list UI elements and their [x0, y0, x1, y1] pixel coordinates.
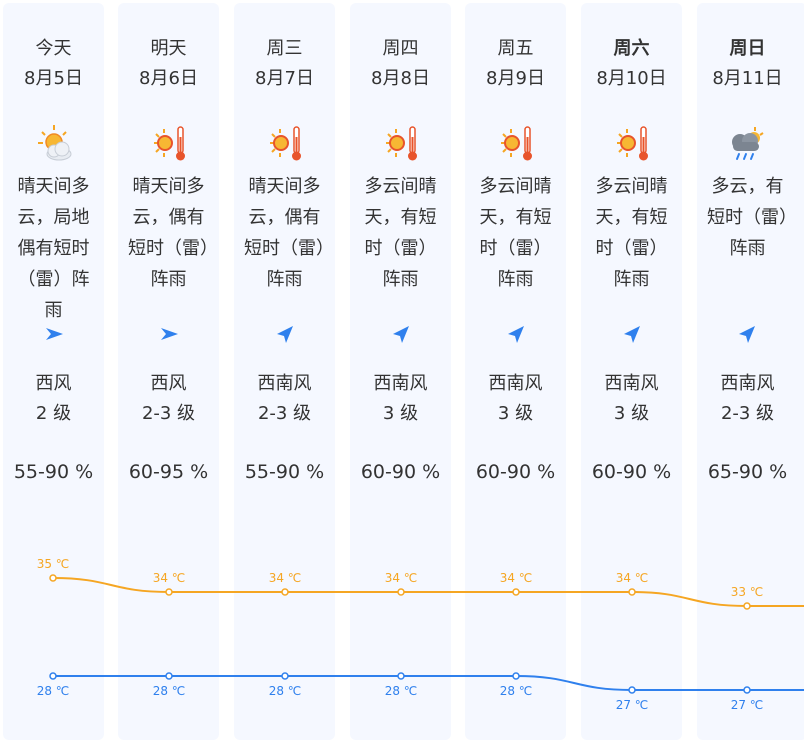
- humidity: 65-90 %: [707, 461, 788, 483]
- wind-direction: 西南风: [720, 373, 775, 394]
- date-label: 8月11日: [712, 68, 783, 89]
- wind-arrow-northeast-icon: [739, 326, 755, 343]
- sun-hot-icon: [385, 126, 417, 161]
- day-label: 周五: [497, 38, 534, 59]
- humidity: 60-90 %: [591, 461, 672, 483]
- date-label: 8月7日: [255, 68, 314, 89]
- weather-description: 晴天间多云，偶有短时（雷）阵雨: [244, 176, 325, 290]
- weather-description: 多云间晴天，有短时（雷）阵雨: [595, 176, 668, 290]
- date-label: 8月10日: [596, 68, 667, 89]
- sun-hot-icon: [616, 126, 648, 161]
- sun-hot-icon: [153, 126, 185, 161]
- day-column: 今天 8月5日 晴天间多云，局地偶有短时（雷）阵雨 西风 2 级 55-90 %: [3, 3, 104, 740]
- wind-level: 3 级: [382, 403, 419, 424]
- humidity: 60-90 %: [475, 461, 556, 483]
- day-label: 周四: [382, 38, 419, 59]
- wind-arrow-northeast-icon: [276, 326, 293, 343]
- date-label: 8月5日: [24, 68, 83, 89]
- cloud-rain-icon: [732, 127, 764, 160]
- wind-direction: 西南风: [373, 373, 428, 394]
- sun-cloud-icon: [37, 125, 71, 161]
- wind-direction: 西南风: [257, 373, 312, 394]
- wind-direction: 西风: [35, 373, 72, 394]
- humidity: 60-90 %: [360, 461, 441, 483]
- wind-level: 2-3 级: [141, 403, 196, 424]
- day-column: 周五 8月9日 多云间晴天，有短时（雷）阵雨 西南风 3 级 60-90 %: [465, 3, 566, 740]
- day-label: 周日: [729, 38, 766, 59]
- wind-arrow-northeast-icon: [392, 326, 409, 343]
- weather-description: 多云间晴天，有短时（雷）阵雨: [364, 176, 437, 290]
- day-column: 周三 8月7日 晴天间多云，偶有短时（雷）阵雨 西南风 2-3 级 55-90 …: [234, 3, 335, 740]
- wind-level: 2-3 级: [720, 403, 775, 424]
- day-column: 周六 8月10日 多云间晴天，有短时（雷）阵雨 西南风 3 级 60-90 %: [581, 3, 682, 740]
- wind-direction: 西南风: [488, 373, 543, 394]
- day-label: 周六: [613, 38, 650, 59]
- weather-description: 多云，有短时（雷）阵雨: [707, 176, 788, 259]
- wind-arrow-east-icon: [160, 328, 178, 340]
- wind-direction: 西风: [150, 373, 187, 394]
- wind-arrow-northeast-icon: [623, 326, 640, 343]
- day-column: 周四 8月8日 多云间晴天，有短时（雷）阵雨 西南风 3 级 60-90 %: [350, 3, 451, 740]
- weather-description: 多云间晴天，有短时（雷）阵雨: [479, 176, 552, 290]
- day-label: 明天: [150, 38, 187, 59]
- weather-description: 晴天间多云，局地偶有短时（雷）阵雨: [17, 176, 90, 321]
- wind-arrow-east-icon: [45, 328, 63, 340]
- wind-arrow-northeast-icon: [507, 326, 524, 343]
- wind-level: 2-3 级: [257, 403, 312, 424]
- sun-hot-icon: [269, 126, 301, 161]
- humidity: 55-90 %: [13, 461, 94, 483]
- day-column: 明天 8月6日 晴天间多云，偶有短时（雷）阵雨 西风 2-3 级 60-95 %: [118, 3, 219, 740]
- wind-level: 2 级: [35, 403, 72, 424]
- date-label: 8月6日: [139, 68, 198, 89]
- humidity: 60-95 %: [128, 461, 209, 483]
- sun-hot-icon: [500, 126, 532, 161]
- humidity: 55-90 %: [244, 461, 325, 483]
- date-label: 8月9日: [486, 68, 545, 89]
- wind-direction: 西南风: [604, 373, 659, 394]
- weather-description: 晴天间多云，偶有短时（雷）阵雨: [128, 176, 209, 290]
- wind-level: 3 级: [613, 403, 650, 424]
- day-label: 周三: [266, 38, 303, 59]
- date-label: 8月8日: [371, 68, 430, 89]
- day-label: 今天: [35, 38, 72, 59]
- wind-level: 3 级: [497, 403, 534, 424]
- day-column: 周日 8月11日 多云，有短时（雷）阵雨 西南风 2-3 级 65-90 %: [697, 3, 804, 740]
